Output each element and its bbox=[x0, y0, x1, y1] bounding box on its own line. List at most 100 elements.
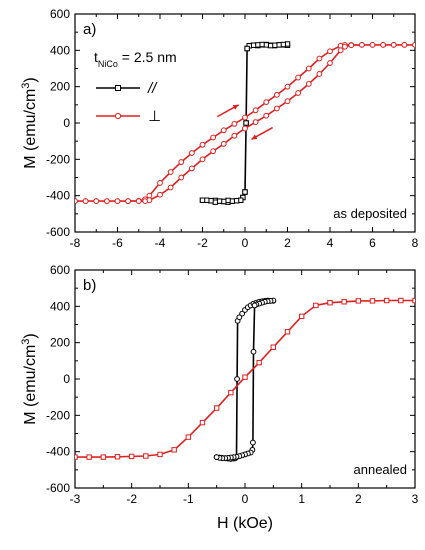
y-tick-label: 600 bbox=[50, 263, 70, 277]
data-point bbox=[369, 41, 376, 48]
data-point bbox=[125, 198, 132, 205]
data-point bbox=[167, 169, 174, 175]
data-point bbox=[103, 198, 110, 205]
y-axis-label-text: M (emu/cm bbox=[22, 89, 39, 169]
x-axis-label: H (kOe) bbox=[217, 515, 273, 532]
data-point bbox=[284, 41, 291, 47]
x-tick-label: 2 bbox=[284, 236, 291, 250]
data-point bbox=[298, 313, 305, 320]
data-point bbox=[270, 344, 277, 350]
data-point bbox=[256, 359, 262, 366]
series-perpendicular bbox=[75, 41, 415, 205]
arrow-up-sweep bbox=[217, 104, 239, 118]
data-point bbox=[233, 198, 240, 204]
data-point bbox=[199, 197, 206, 203]
thickness-label-prefix: t bbox=[94, 49, 98, 65]
data-point bbox=[185, 434, 192, 440]
data-point bbox=[273, 105, 280, 112]
data-point bbox=[75, 198, 78, 205]
data-point bbox=[114, 198, 121, 205]
data-point bbox=[242, 114, 248, 121]
y-tick-label: -400 bbox=[46, 445, 70, 459]
annotation: as deposited bbox=[333, 206, 407, 221]
y-axis-label-sup: 3 bbox=[20, 83, 32, 89]
data-point bbox=[143, 453, 149, 459]
data-point bbox=[157, 451, 163, 458]
legend-label: // bbox=[147, 80, 158, 97]
data-point bbox=[295, 74, 302, 81]
data-point bbox=[272, 42, 278, 48]
data-point bbox=[212, 199, 218, 205]
x-tick-label: 0 bbox=[242, 492, 249, 506]
data-point bbox=[242, 374, 248, 380]
data-point bbox=[220, 127, 227, 134]
data-point bbox=[231, 132, 238, 139]
data-point bbox=[305, 65, 312, 72]
data-point bbox=[243, 120, 249, 126]
x-tick-label: 2 bbox=[355, 492, 362, 506]
series-parallel bbox=[199, 41, 291, 205]
data-point bbox=[327, 60, 333, 66]
data-point bbox=[242, 125, 248, 132]
legend-marker bbox=[115, 85, 121, 91]
data-point bbox=[341, 299, 347, 305]
data-point bbox=[252, 119, 259, 125]
data-point bbox=[398, 297, 404, 304]
data-point bbox=[284, 83, 291, 90]
series-line bbox=[75, 44, 415, 202]
x-tick-label: -4 bbox=[155, 236, 166, 250]
arrow-head bbox=[251, 134, 258, 140]
y-tick-label: -600 bbox=[46, 225, 70, 239]
data-point bbox=[231, 121, 238, 127]
data-point bbox=[267, 42, 274, 49]
data-point bbox=[221, 198, 227, 205]
data-point bbox=[213, 454, 220, 461]
y-tick-label: -400 bbox=[46, 189, 70, 203]
x-tick-label: -3 bbox=[70, 492, 81, 506]
legend-marker bbox=[114, 112, 122, 120]
data-point bbox=[239, 310, 246, 317]
thickness-label-sub: NiCo bbox=[98, 59, 118, 69]
panel-label: b) bbox=[83, 277, 96, 294]
y-axis-label: M (emu/cm3) bbox=[20, 333, 39, 424]
data-point bbox=[244, 45, 250, 52]
data-point bbox=[238, 197, 244, 203]
y-tick-label: 200 bbox=[50, 336, 70, 350]
x-tick-label: -1 bbox=[183, 492, 194, 506]
annotation: annealed bbox=[354, 462, 408, 477]
data-point bbox=[242, 189, 248, 195]
data-point bbox=[157, 180, 163, 186]
x-tick-label: -8 bbox=[70, 236, 81, 250]
y-tick-label: -200 bbox=[46, 408, 70, 422]
data-point bbox=[234, 376, 240, 382]
data-point bbox=[280, 41, 286, 48]
data-point bbox=[228, 389, 234, 396]
data-point bbox=[327, 48, 333, 55]
data-point bbox=[210, 148, 217, 155]
data-point bbox=[82, 198, 89, 205]
x-tick-label: -2 bbox=[126, 492, 137, 506]
legend-item: // bbox=[96, 80, 158, 97]
data-point bbox=[100, 454, 107, 460]
data-point bbox=[341, 43, 348, 50]
data-point bbox=[263, 112, 270, 119]
data-point bbox=[86, 454, 92, 460]
y-tick-label: 0 bbox=[63, 116, 70, 130]
x-tick-label: 4 bbox=[327, 236, 334, 250]
y-tick-label: 600 bbox=[50, 7, 70, 21]
data-point bbox=[401, 41, 408, 48]
data-point bbox=[114, 454, 121, 460]
data-point bbox=[412, 297, 415, 304]
data-point bbox=[128, 453, 135, 460]
y-axis-label: M (emu/cm3) bbox=[20, 77, 39, 168]
data-point bbox=[188, 165, 195, 172]
data-point bbox=[412, 41, 415, 48]
data-point bbox=[250, 348, 257, 355]
data-point bbox=[337, 47, 344, 54]
data-point bbox=[229, 198, 235, 204]
y-tick-label: 0 bbox=[63, 372, 70, 386]
data-point bbox=[250, 439, 256, 446]
y-tick-label: 400 bbox=[50, 43, 70, 57]
panel-label: a) bbox=[83, 21, 96, 38]
